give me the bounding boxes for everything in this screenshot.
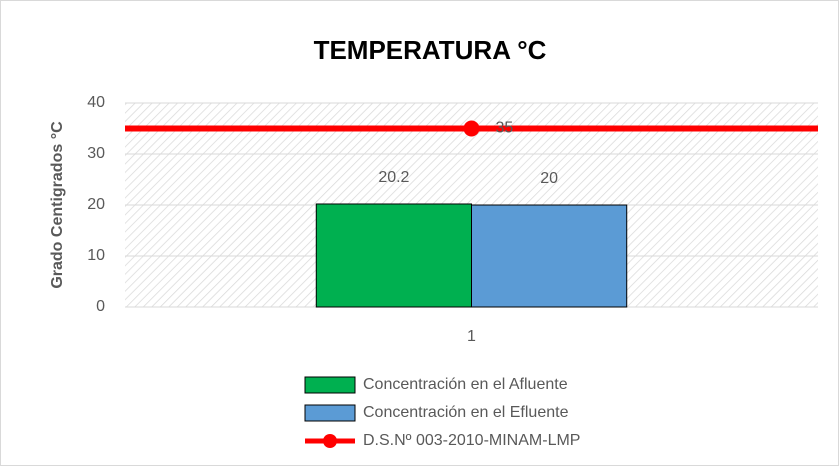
x-tick-label: 1 bbox=[467, 328, 476, 345]
y-tick-label: 20 bbox=[87, 196, 105, 213]
legend-swatch bbox=[304, 376, 356, 394]
y-tick-label: 0 bbox=[96, 298, 105, 315]
bar bbox=[471, 204, 628, 308]
data-label: 35 bbox=[496, 120, 514, 137]
line-marker bbox=[463, 120, 480, 137]
y-tick-label: 10 bbox=[87, 247, 105, 264]
y-tick-label: 40 bbox=[87, 94, 105, 111]
legend-swatch bbox=[304, 404, 356, 422]
data-label: 20.2 bbox=[378, 169, 409, 186]
legend-marker bbox=[323, 434, 337, 448]
y-tick-label: 30 bbox=[87, 145, 105, 162]
legend-label: D.S.Nº 003-2010-MINAM-LMP bbox=[363, 432, 580, 449]
legend-label: Concentración en el Afluente bbox=[363, 376, 568, 393]
data-label: 20 bbox=[540, 170, 558, 187]
legend-label: Concentración en el Efluente bbox=[363, 404, 569, 421]
bar bbox=[315, 203, 472, 308]
y-axis-label: Grado Centigrados °C bbox=[49, 121, 66, 289]
chart-title: TEMPERATURA °C bbox=[314, 35, 547, 65]
